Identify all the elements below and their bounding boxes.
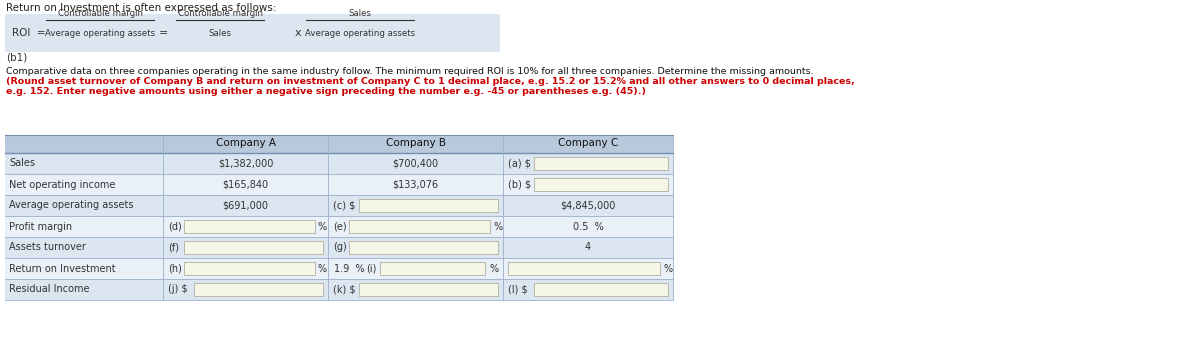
Text: %: % bbox=[662, 264, 672, 273]
Text: Average operating assets: Average operating assets bbox=[305, 29, 415, 37]
Text: (i): (i) bbox=[366, 264, 377, 273]
Text: Comparative data on three companies operating in the same industry follow. The m: Comparative data on three companies oper… bbox=[6, 66, 814, 75]
Text: Residual Income: Residual Income bbox=[10, 284, 90, 294]
Text: $1,382,000: $1,382,000 bbox=[218, 159, 274, 169]
Bar bbox=[185, 220, 314, 233]
Text: 0.5  %: 0.5 % bbox=[572, 222, 604, 232]
Text: Net operating income: Net operating income bbox=[10, 180, 115, 190]
Text: $165,840: $165,840 bbox=[222, 180, 269, 190]
Bar bbox=[534, 283, 668, 296]
Text: (Round asset turnover of Company B and return on investment of Company C to 1 de: (Round asset turnover of Company B and r… bbox=[6, 76, 854, 86]
Text: $133,076: $133,076 bbox=[392, 180, 438, 190]
Text: %: % bbox=[318, 222, 328, 232]
Text: (e): (e) bbox=[334, 222, 347, 232]
Text: (a) $: (a) $ bbox=[508, 159, 530, 169]
Bar bbox=[194, 283, 323, 296]
Text: ROI  =: ROI = bbox=[12, 28, 46, 38]
Text: Return on Investment: Return on Investment bbox=[10, 264, 115, 273]
Bar bbox=[5, 174, 673, 195]
Text: (g): (g) bbox=[334, 243, 347, 252]
Bar bbox=[5, 153, 673, 174]
Bar bbox=[534, 178, 668, 191]
Bar bbox=[5, 279, 673, 300]
Bar bbox=[5, 135, 673, 153]
Text: Average operating assets: Average operating assets bbox=[44, 29, 155, 37]
Bar bbox=[359, 283, 498, 296]
Text: Company B: Company B bbox=[385, 138, 445, 148]
Text: Profit margin: Profit margin bbox=[10, 222, 72, 232]
Text: (j) $: (j) $ bbox=[168, 284, 187, 294]
Bar bbox=[349, 220, 490, 233]
Bar bbox=[380, 262, 485, 275]
Text: (d): (d) bbox=[168, 222, 181, 232]
Text: (f): (f) bbox=[168, 243, 179, 252]
Text: Sales: Sales bbox=[209, 29, 232, 37]
Bar bbox=[5, 216, 673, 237]
Text: Sales: Sales bbox=[10, 159, 35, 169]
Text: 4: 4 bbox=[584, 243, 592, 252]
Bar bbox=[5, 14, 500, 52]
Text: (c) $: (c) $ bbox=[334, 201, 355, 211]
Bar bbox=[5, 258, 673, 279]
Text: Sales: Sales bbox=[348, 9, 372, 18]
Text: $691,000: $691,000 bbox=[222, 201, 269, 211]
Text: Company A: Company A bbox=[216, 138, 276, 148]
Bar bbox=[185, 262, 314, 275]
Bar bbox=[185, 241, 323, 254]
Text: (k) $: (k) $ bbox=[334, 284, 355, 294]
Text: Controllable margin: Controllable margin bbox=[58, 9, 143, 18]
Bar bbox=[5, 237, 673, 258]
Bar bbox=[349, 241, 498, 254]
Text: (b) $: (b) $ bbox=[508, 180, 532, 190]
Bar bbox=[5, 195, 673, 216]
Text: =: = bbox=[158, 28, 168, 38]
Text: %: % bbox=[493, 222, 502, 232]
Text: $700,400: $700,400 bbox=[392, 159, 438, 169]
Text: (b1): (b1) bbox=[6, 53, 28, 63]
Text: 1.9  %: 1.9 % bbox=[334, 264, 365, 273]
Text: Average operating assets: Average operating assets bbox=[10, 201, 133, 211]
Text: e.g. 152. Enter negative amounts using either a negative sign preceding the numb: e.g. 152. Enter negative amounts using e… bbox=[6, 86, 646, 96]
Text: x: x bbox=[295, 28, 301, 38]
Text: Assets turnover: Assets turnover bbox=[10, 243, 86, 252]
Text: (l) $: (l) $ bbox=[508, 284, 528, 294]
Text: $4,845,000: $4,845,000 bbox=[560, 201, 616, 211]
Text: Controllable margin: Controllable margin bbox=[178, 9, 263, 18]
Text: (h): (h) bbox=[168, 264, 182, 273]
Text: Company C: Company C bbox=[558, 138, 618, 148]
Text: %: % bbox=[318, 264, 328, 273]
Bar bbox=[534, 157, 668, 170]
Text: %: % bbox=[490, 264, 498, 273]
Text: Return on Investment is often expressed as follows:: Return on Investment is often expressed … bbox=[6, 3, 276, 13]
Bar bbox=[359, 199, 498, 212]
Bar bbox=[508, 262, 660, 275]
